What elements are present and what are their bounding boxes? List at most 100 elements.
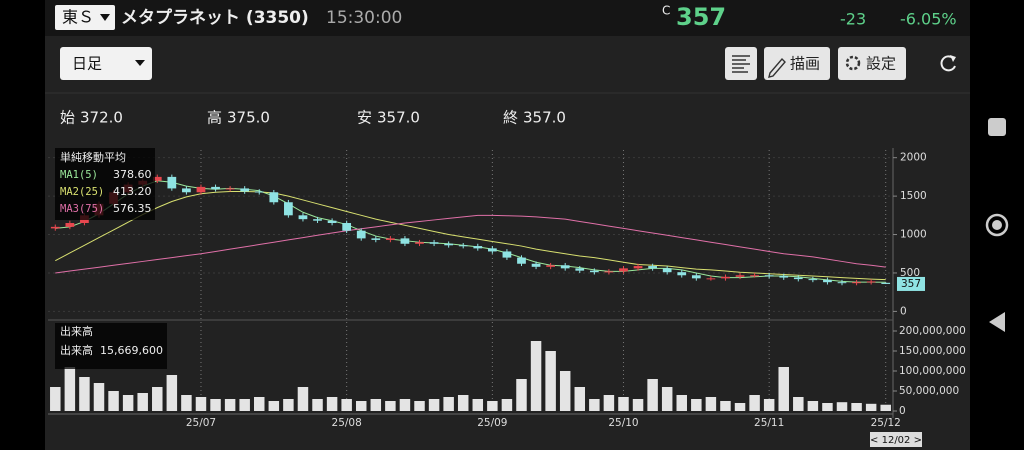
candle-body: [313, 219, 322, 221]
volume-bar: [603, 395, 615, 411]
candle-body: [837, 282, 847, 284]
x-tick-label: 25/07: [186, 417, 216, 429]
ma-legend-name: MA3(75): [60, 203, 104, 215]
y-tick-label: 1500: [900, 190, 927, 202]
draw-label: 描画: [790, 55, 820, 73]
volume-bar: [501, 399, 513, 411]
candle-body: [793, 277, 803, 280]
settings-button[interactable]: [838, 47, 906, 80]
y-tick-label: 50,000,000: [899, 385, 959, 397]
volume-bar: [428, 399, 440, 411]
app: [45, 0, 970, 450]
refresh-arrow: [950, 55, 956, 62]
volume-bar: [414, 401, 425, 411]
ma-legend-name: MA2(25): [60, 186, 104, 198]
candle-body: [298, 215, 308, 220]
period-select[interactable]: [60, 47, 152, 80]
volume-bar: [516, 379, 527, 411]
period: 日足: [72, 55, 102, 73]
volume-bar: [836, 402, 848, 411]
y-tick-label: 100,000,000: [899, 365, 966, 377]
dropdown-icon: [100, 14, 110, 21]
candle-body: [211, 186, 220, 190]
y-tick-label: 150,000,000: [899, 345, 966, 357]
volume-bar: [720, 401, 731, 411]
y-tick-label: 500: [900, 267, 920, 279]
volume-bar: [254, 397, 265, 411]
volume-bar: [137, 393, 148, 411]
volume-bar: [661, 387, 673, 411]
volume-bar: [50, 387, 61, 411]
volume-bar: [385, 401, 396, 411]
open-label: 始: [60, 109, 75, 127]
dropdown-icon: [135, 60, 145, 66]
volume-bar: [210, 399, 221, 411]
x-tick-label: 25/09: [477, 417, 507, 429]
ma-legend-name: MA1(5): [60, 169, 98, 181]
list-icon: [732, 55, 750, 73]
volume-bar: [64, 367, 76, 411]
y-tick-label: 0: [900, 305, 907, 317]
last-price-label: 357: [901, 278, 921, 290]
volume-bar: [108, 391, 119, 411]
volume-bar: [530, 341, 542, 411]
candle-body: [182, 188, 191, 193]
price-flag: C: [662, 4, 670, 18]
volume-bar: [152, 387, 163, 411]
candle-body: [458, 245, 468, 247]
candle-body: [662, 268, 672, 273]
volume-bar: [574, 387, 586, 411]
low-label: 安: [357, 109, 372, 127]
volume-bar: [312, 399, 323, 411]
candle-body: [371, 238, 381, 240]
ma-legend-value: 576.35: [113, 202, 152, 215]
candle-body: [648, 266, 657, 269]
candle-body: [65, 223, 75, 227]
header-bar: [45, 0, 970, 36]
ma-legend-value: 378.60: [113, 168, 152, 181]
gear-icon: [845, 55, 861, 71]
volume-legend-box: [55, 323, 167, 369]
moving-average-line: [55, 180, 886, 283]
y-tick-label: 200,000,000: [899, 325, 966, 337]
candle-body: [240, 188, 250, 192]
pencil-icon: [768, 57, 786, 78]
volume-bar: [93, 383, 105, 411]
volume-bar: [618, 397, 629, 411]
close-value: 357.0: [523, 109, 566, 127]
volume-bar: [865, 403, 877, 411]
high-value: 375.0: [227, 109, 270, 127]
settings-label: 設定: [866, 55, 896, 73]
refresh-icon[interactable]: [940, 55, 956, 72]
change: -23: [840, 10, 866, 29]
candle-body: [327, 220, 337, 224]
volume-bar: [589, 399, 600, 411]
candle-body: [721, 276, 730, 279]
candle-body: [575, 268, 585, 271]
stock-name: メタプラネット (3350): [121, 7, 309, 28]
candle-body: [808, 279, 818, 281]
last-price-tag: [897, 276, 925, 291]
volume-bar: [457, 395, 469, 411]
volume-bar: [880, 404, 891, 411]
volume-bar: [224, 399, 236, 411]
volume-bar: [632, 399, 644, 411]
nav-back[interactable]: [989, 312, 1005, 332]
candle-body: [881, 282, 891, 284]
nav-home[interactable]: [985, 213, 1009, 237]
volume-bar: [326, 397, 338, 411]
candle-body: [852, 282, 861, 284]
candle-body: [284, 202, 293, 216]
volume-title: 出来高: [60, 324, 93, 338]
nav-recents[interactable]: [988, 118, 1006, 136]
volume-bar: [297, 387, 309, 411]
candle-body: [866, 281, 876, 283]
candle-body: [225, 188, 235, 190]
volume-bar: [355, 401, 367, 411]
volume-bar: [807, 401, 819, 411]
high-label: 高: [207, 109, 222, 127]
market-select[interactable]: [55, 5, 115, 30]
candle-body: [196, 186, 206, 193]
plot: 25/07 25/08 25/09 25/10 25/11 25/120500100015…: [48, 150, 966, 429]
draw-button[interactable]: [764, 47, 830, 80]
